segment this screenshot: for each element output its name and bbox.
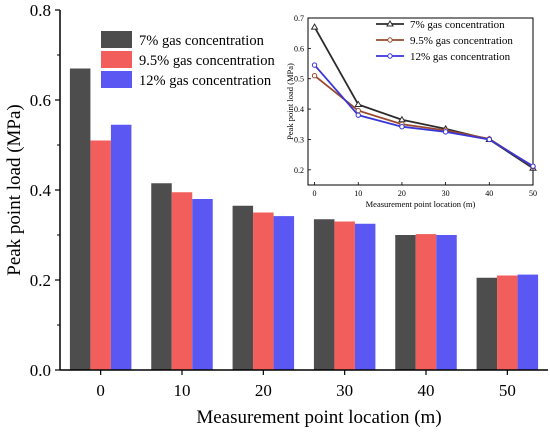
x-tick-label: 20: [255, 381, 272, 400]
bar-3-40: [436, 235, 457, 370]
inset-y-tick-label: 0.4: [294, 105, 304, 114]
inset-legend-marker-3: [387, 53, 393, 59]
y-axis-label: Peak point load (MPa): [4, 104, 25, 276]
bar-1-40: [395, 235, 416, 370]
bar-3-0: [110, 124, 132, 370]
bar-2-30: [334, 221, 355, 370]
inset-point-3-40: [486, 136, 493, 143]
inset-point-1-10: [354, 100, 363, 108]
inset-y-tick-label: 0.7: [294, 14, 304, 23]
x-tick-label: 30: [336, 381, 353, 400]
inset-y-tick-label: 0.2: [294, 166, 304, 175]
inset-point-3-0: [311, 62, 318, 68]
bar-3-20: [273, 216, 295, 370]
bar-2-20: [253, 212, 274, 370]
legend-swatch-1: [101, 31, 132, 48]
inset-x-tick-label: 10: [354, 189, 362, 198]
bar-2-50: [497, 275, 518, 370]
inset-legend-label-3: 12% gas concentration: [410, 51, 511, 63]
bar-1-20: [232, 205, 254, 370]
y-tick-label: 0.2: [30, 271, 51, 290]
x-axis-label: Measurement point location (m): [196, 407, 441, 428]
y-tick-label: 0.6: [30, 91, 51, 110]
inset-x-axis-label: Measurement point location (m): [366, 199, 476, 209]
inset-y-tick-label: 0.5: [294, 75, 304, 84]
legend-label-2: 9.5% gas concentration: [139, 53, 275, 69]
y-tick-label: 0.8: [30, 1, 51, 20]
inset-legend-label-2: 9.5% gas concentration: [410, 35, 513, 47]
inset-point-3-10: [355, 112, 361, 118]
inset-line-chart: 0.2 0.3 0.4 0.5 0.6 0.7 0 10 20 30 40 50 Measurement…: [285, 14, 537, 209]
inset-x-tick-label: 50: [529, 189, 537, 198]
inset-legend-label-1: 7% gas concentration: [410, 19, 505, 31]
inset-legend-marker-2: [387, 37, 393, 43]
bar-1-30: [313, 219, 335, 370]
inset-legend-marker-1: [386, 20, 394, 27]
bar-3-10: [192, 199, 213, 370]
legend-swatch-3: [101, 71, 132, 88]
bar-2-10: [171, 192, 193, 370]
bar-3-30: [354, 223, 376, 370]
inset-x-tick-label: 40: [485, 189, 493, 198]
inset-x-tick-label: 0: [313, 189, 317, 198]
inset-y-tick-label: 0.6: [294, 44, 304, 53]
inset-point-3-20: [399, 124, 405, 130]
bar-1-10: [151, 183, 172, 370]
legend-label-1: 7% gas concentration: [139, 33, 265, 49]
inset-point-1-0: [310, 23, 319, 30]
inset-point-3-50: [530, 163, 536, 169]
x-tick-label: 0: [96, 381, 105, 400]
bar-1-50: [476, 277, 498, 370]
y-tick-label: 0.4: [30, 181, 52, 200]
inset-point-2-0: [311, 72, 318, 79]
bar-1-0: [69, 68, 91, 370]
inset-x-tick-label: 20: [398, 189, 406, 198]
bar-2-40: [415, 234, 437, 370]
bar-2-0: [90, 140, 111, 370]
inset-x-tick-label: 30: [442, 189, 450, 198]
legend-swatch-2: [101, 51, 132, 68]
main-bar-chart: 0 10 20 30 40 50 0.0 0.2 0.4 0.6 0.8 Measurement po…: [4, 1, 548, 428]
inset-line-3: [313, 64, 534, 167]
x-tick-label: 50: [499, 381, 516, 400]
bar-3-50: [517, 274, 539, 370]
x-tick-label: 40: [418, 381, 435, 400]
y-tick-label: 0.0: [30, 361, 51, 380]
inset-point-3-30: [442, 129, 449, 135]
inset-y-axis-label: Peak point load (MPa): [285, 63, 295, 140]
legend-label-3: 12% gas concentration: [139, 73, 272, 89]
x-tick-label: 10: [174, 381, 191, 400]
inset-y-tick-label: 0.3: [294, 135, 304, 144]
